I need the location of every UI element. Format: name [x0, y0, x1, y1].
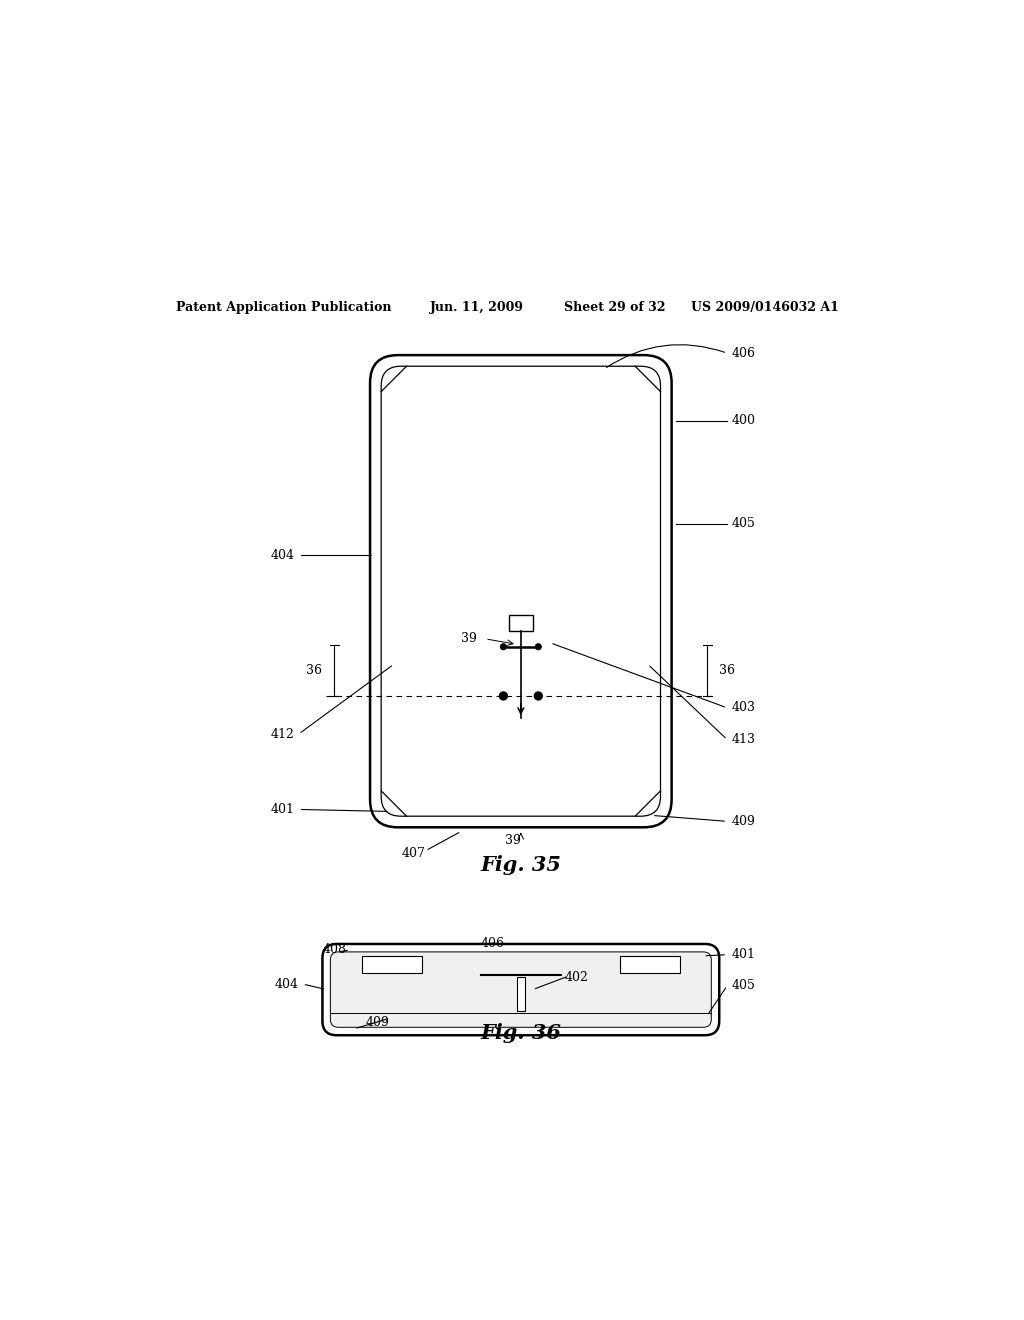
Bar: [509, 615, 532, 631]
Circle shape: [500, 644, 507, 649]
Text: 401: 401: [731, 948, 755, 961]
Text: 404: 404: [270, 549, 295, 562]
Text: Patent Application Publication: Patent Application Publication: [176, 301, 391, 314]
Text: 408: 408: [323, 942, 346, 956]
FancyBboxPatch shape: [381, 366, 660, 816]
Text: 39: 39: [505, 833, 521, 846]
Text: 36: 36: [719, 664, 735, 677]
FancyBboxPatch shape: [370, 355, 672, 828]
Text: 403: 403: [731, 701, 755, 714]
Text: 405: 405: [731, 517, 755, 531]
Text: 409: 409: [731, 814, 755, 828]
Text: 401: 401: [270, 803, 295, 816]
Bar: [362, 956, 422, 973]
Circle shape: [535, 692, 543, 700]
Text: 412: 412: [270, 727, 295, 741]
Text: Sheet 29 of 32: Sheet 29 of 32: [564, 301, 666, 314]
Bar: [517, 977, 525, 1011]
Text: 407: 407: [401, 846, 426, 859]
Text: Jun. 11, 2009: Jun. 11, 2009: [430, 301, 523, 314]
FancyBboxPatch shape: [331, 952, 712, 1027]
Text: 36: 36: [306, 664, 323, 677]
Text: 409: 409: [366, 1015, 390, 1028]
Text: 39: 39: [461, 632, 477, 645]
Text: 402: 402: [564, 972, 589, 985]
FancyBboxPatch shape: [323, 944, 719, 1035]
Text: Fig. 35: Fig. 35: [480, 855, 561, 875]
Text: 400: 400: [731, 414, 755, 428]
Text: 406: 406: [731, 347, 755, 359]
Text: 405: 405: [731, 979, 755, 993]
Circle shape: [500, 692, 507, 700]
Text: Fig. 36: Fig. 36: [480, 1023, 561, 1043]
Text: 413: 413: [731, 733, 755, 746]
Text: US 2009/0146032 A1: US 2009/0146032 A1: [691, 301, 840, 314]
Bar: [620, 956, 680, 973]
Text: 404: 404: [274, 978, 299, 990]
Text: 406: 406: [481, 937, 505, 950]
Circle shape: [536, 644, 542, 649]
